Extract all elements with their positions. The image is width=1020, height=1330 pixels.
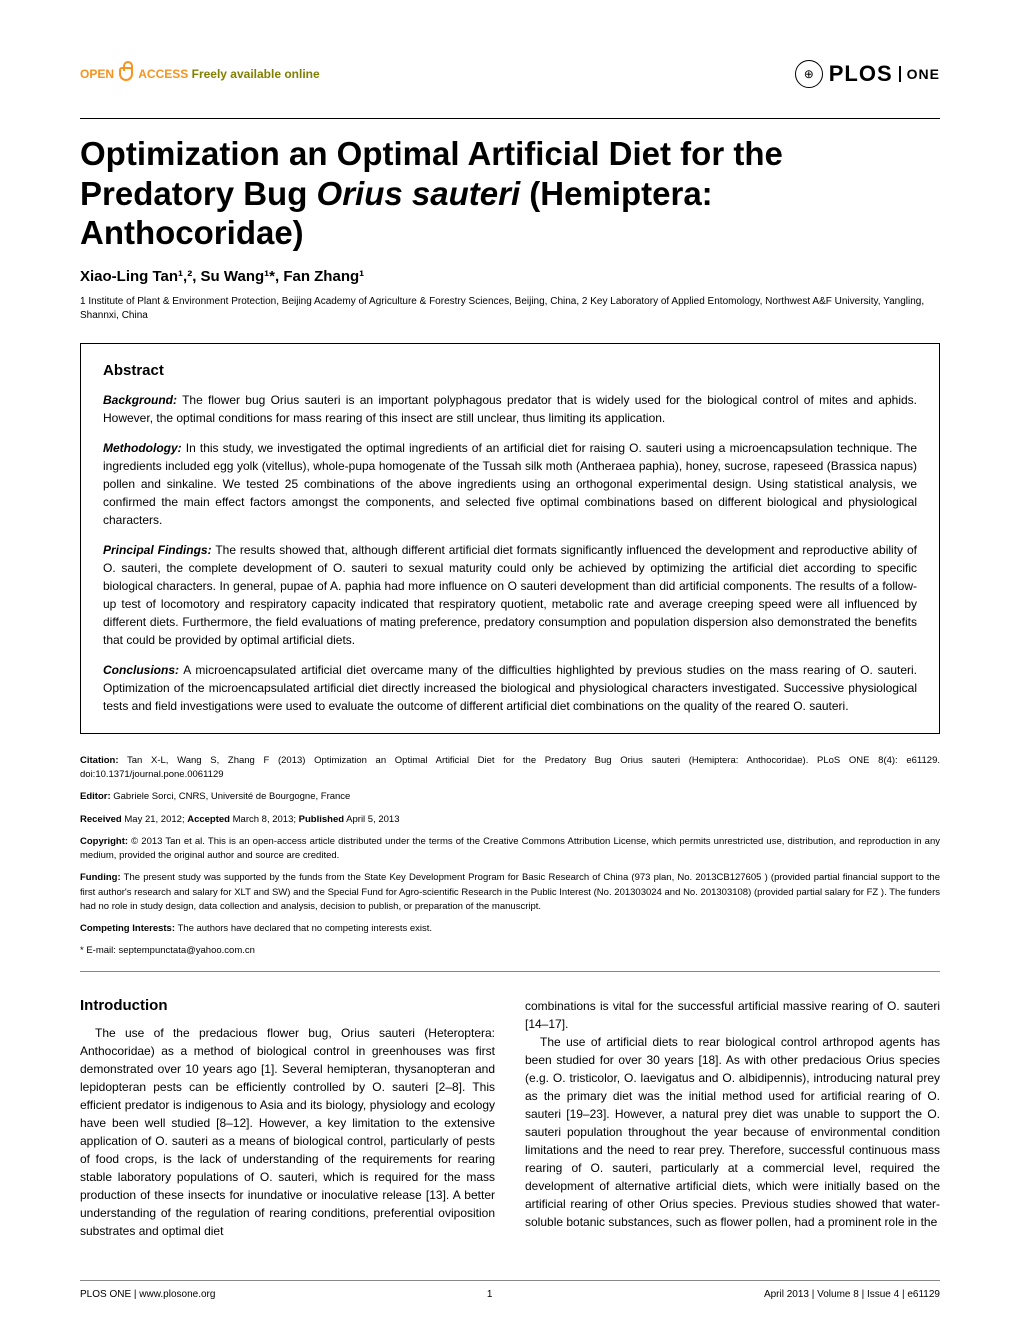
right-column: combinations is vital for the successful… xyxy=(525,997,940,1240)
intro-col2-p2: The use of artificial diets to rear biol… xyxy=(525,1033,940,1231)
plos-circle-icon: ⊕ xyxy=(795,60,823,88)
funding-label: Funding: xyxy=(80,872,121,883)
open-access-icon xyxy=(119,67,133,81)
received-label: Received xyxy=(80,814,122,825)
findings-text: The results showed that, although differ… xyxy=(103,543,917,647)
funding-text: The present study was supported by the f… xyxy=(80,872,940,912)
background-label: Background: xyxy=(103,393,177,407)
header-row: OPEN ACCESS Freely available online ⊕ PL… xyxy=(80,60,940,88)
intro-col1: The use of the predacious flower bug, Or… xyxy=(80,1024,495,1240)
editor-block: Editor: Gabriele Sorci, CNRS, Université… xyxy=(80,790,940,804)
published-label: Published xyxy=(299,814,344,825)
top-divider xyxy=(80,118,940,119)
funding-block: Funding: The present study was supported… xyxy=(80,871,940,914)
methodology-text: In this study, we investigated the optim… xyxy=(103,441,917,527)
conclusions-text: A microencapsulated artificial diet over… xyxy=(103,663,917,713)
access-text: ACCESS xyxy=(138,67,188,81)
plos-logo: ⊕ PLOS ONE xyxy=(795,60,940,88)
editor-label: Editor: xyxy=(80,791,111,802)
methodology-label: Methodology: xyxy=(103,441,182,455)
copyright-label: Copyright: xyxy=(80,836,128,847)
open-access-badge: OPEN ACCESS Freely available online xyxy=(80,67,320,82)
copyright-block: Copyright: © 2013 Tan et al. This is an … xyxy=(80,835,940,864)
title-italic: Orius sauteri xyxy=(317,175,521,212)
footer-left: PLOS ONE | www.plosone.org xyxy=(80,1289,215,1300)
abstract-box: Abstract Background: The flower bug Oriu… xyxy=(80,343,940,734)
plos-text: PLOS xyxy=(829,61,893,87)
accepted-text: March 8, 2013; xyxy=(230,814,299,825)
abstract-heading: Abstract xyxy=(103,362,917,379)
abstract-findings: Principal Findings: The results showed t… xyxy=(103,541,917,649)
footer-right: April 2013 | Volume 8 | Issue 4 | e61129 xyxy=(764,1289,940,1300)
body-columns: Introduction The use of the predacious f… xyxy=(80,997,940,1240)
abstract-background: Background: The flower bug Orius sauteri… xyxy=(103,391,917,427)
published-text: April 5, 2013 xyxy=(344,814,399,825)
freely-text: Freely available online xyxy=(192,67,320,81)
conclusions-label: Conclusions: xyxy=(103,663,179,677)
open-text: OPEN xyxy=(80,67,114,81)
page-footer: PLOS ONE | www.plosone.org 1 April 2013 … xyxy=(80,1280,940,1300)
one-text: ONE xyxy=(899,66,940,82)
intro-col2-p1: combinations is vital for the successful… xyxy=(525,997,940,1033)
copyright-text: © 2013 Tan et al. This is an open-access… xyxy=(80,836,940,861)
email-block: * E-mail: septempunctata@yahoo.com.cn xyxy=(80,944,940,958)
meta-divider xyxy=(80,971,940,972)
abstract-conclusions: Conclusions: A microencapsulated artific… xyxy=(103,661,917,715)
left-column: Introduction The use of the predacious f… xyxy=(80,997,495,1240)
citation-text: Tan X-L, Wang S, Zhang F (2013) Optimiza… xyxy=(80,755,940,780)
competing-text: The authors have declared that no compet… xyxy=(175,923,432,934)
intro-heading: Introduction xyxy=(80,997,495,1014)
received-text: May 21, 2012; xyxy=(122,814,187,825)
citation-block: Citation: Tan X-L, Wang S, Zhang F (2013… xyxy=(80,754,940,783)
footer-center: 1 xyxy=(487,1289,493,1300)
findings-label: Principal Findings: xyxy=(103,543,212,557)
affiliations: 1 Institute of Plant & Environment Prote… xyxy=(80,295,940,323)
background-text: The flower bug Orius sauteri is an impor… xyxy=(103,393,917,425)
editor-text: Gabriele Sorci, CNRS, Université de Bour… xyxy=(111,791,351,802)
competing-label: Competing Interests: xyxy=(80,923,175,934)
abstract-methodology: Methodology: In this study, we investiga… xyxy=(103,439,917,529)
authors: Xiao-Ling Tan¹,², Su Wang¹*, Fan Zhang¹ xyxy=(80,268,940,285)
dates-block: Received May 21, 2012; Accepted March 8,… xyxy=(80,813,940,827)
competing-block: Competing Interests: The authors have de… xyxy=(80,922,940,936)
article-title: Optimization an Optimal Artificial Diet … xyxy=(80,134,940,253)
accepted-label: Accepted xyxy=(187,814,230,825)
citation-label: Citation: xyxy=(80,755,119,766)
